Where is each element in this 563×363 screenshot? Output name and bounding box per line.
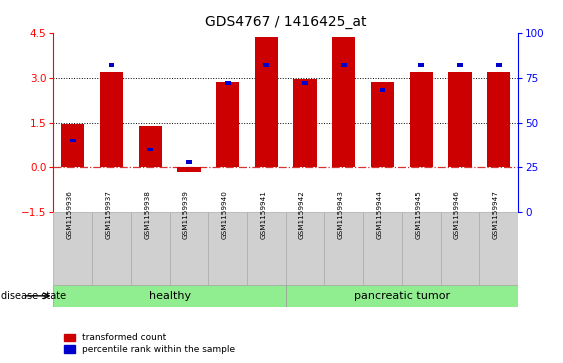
Bar <box>177 167 200 172</box>
Bar <box>293 79 316 167</box>
Text: GSM1159943: GSM1159943 <box>338 190 344 239</box>
Text: GSM1159940: GSM1159940 <box>222 190 227 239</box>
Bar <box>225 81 231 85</box>
Bar <box>92 212 131 285</box>
Bar <box>341 63 347 67</box>
Text: GSM1159946: GSM1159946 <box>454 190 460 239</box>
Bar <box>487 72 510 167</box>
Legend: transformed count, percentile rank within the sample: transformed count, percentile rank withi… <box>61 330 239 358</box>
Bar <box>302 81 308 85</box>
Text: GSM1159944: GSM1159944 <box>377 190 382 239</box>
Bar <box>402 212 440 285</box>
Bar <box>371 82 394 167</box>
Bar <box>495 63 502 67</box>
Bar <box>169 212 208 285</box>
Text: GSM1159942: GSM1159942 <box>299 190 305 239</box>
Text: GSM1159937: GSM1159937 <box>105 190 111 239</box>
Bar <box>53 285 285 307</box>
Bar <box>148 148 153 151</box>
Bar <box>379 88 386 92</box>
Text: GSM1159941: GSM1159941 <box>260 190 266 239</box>
Text: GSM1159936: GSM1159936 <box>67 190 73 239</box>
Bar <box>254 37 278 167</box>
Bar <box>479 212 518 285</box>
Bar <box>409 72 433 167</box>
Title: GDS4767 / 1416425_at: GDS4767 / 1416425_at <box>205 15 367 29</box>
Bar <box>131 212 169 285</box>
Bar <box>109 63 114 67</box>
Bar <box>418 63 424 67</box>
Text: GSM1159947: GSM1159947 <box>493 190 499 239</box>
Bar <box>363 212 402 285</box>
Bar <box>53 212 92 285</box>
Text: GSM1159938: GSM1159938 <box>144 190 150 239</box>
Text: GSM1159939: GSM1159939 <box>183 190 189 239</box>
Bar <box>440 212 479 285</box>
Bar <box>61 124 84 167</box>
Bar <box>70 139 76 142</box>
Bar <box>100 72 123 167</box>
Text: disease state: disease state <box>1 291 66 301</box>
Bar <box>324 212 363 285</box>
Bar <box>457 63 463 67</box>
Bar <box>332 37 355 167</box>
Bar <box>285 285 518 307</box>
Bar <box>448 72 471 167</box>
Text: healthy: healthy <box>149 291 191 301</box>
Bar <box>138 126 162 167</box>
Bar <box>285 212 324 285</box>
Bar <box>263 63 269 67</box>
Bar <box>186 160 192 164</box>
Text: pancreatic tumor: pancreatic tumor <box>354 291 450 301</box>
Bar <box>208 212 247 285</box>
Bar <box>216 82 239 167</box>
Bar <box>247 212 285 285</box>
Text: GSM1159945: GSM1159945 <box>415 190 421 239</box>
